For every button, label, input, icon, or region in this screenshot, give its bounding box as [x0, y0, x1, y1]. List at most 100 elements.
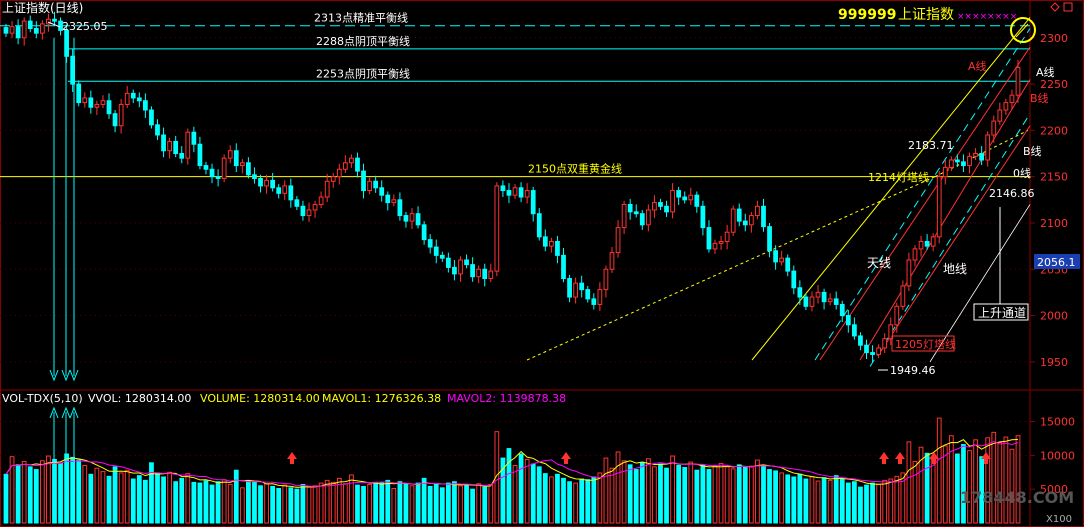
candle [421, 221, 427, 245]
volume-bar [312, 485, 318, 524]
candle [864, 339, 869, 360]
candle-body [270, 179, 276, 189]
volume-arrow-head [49, 406, 59, 419]
candle-body [342, 162, 348, 170]
volume-bar [470, 488, 475, 524]
candle [694, 191, 700, 213]
candle [173, 135, 179, 158]
lamp-line-1214-ext [934, 129, 1029, 178]
volume-bar [494, 431, 500, 524]
candle [991, 115, 997, 143]
volume-bar [452, 481, 457, 524]
candle-body [1015, 66, 1021, 96]
candle-body [579, 282, 585, 291]
candle-body [676, 190, 682, 198]
candle [573, 277, 579, 304]
candle [652, 195, 657, 218]
volume-bar [306, 486, 312, 524]
candle [282, 180, 288, 200]
candle-body [561, 254, 566, 280]
candle-body [361, 170, 366, 192]
volume-bar [524, 458, 530, 524]
volume-bar [427, 485, 433, 524]
candle [276, 184, 282, 199]
volume-bar [803, 478, 809, 524]
level-label: 2313点精准平衡线 [314, 11, 408, 25]
candle-body [906, 259, 912, 287]
channel-box [973, 303, 1029, 321]
candle [167, 137, 172, 159]
candle [252, 167, 257, 184]
candle [342, 155, 348, 173]
lamp-1205-box [891, 335, 955, 352]
candle [682, 191, 688, 204]
drop-arrow-head [49, 369, 59, 382]
candle [500, 180, 506, 198]
candle-body [555, 240, 560, 256]
volume-bar [894, 475, 900, 524]
volume-bar [482, 486, 488, 524]
volume-bar [645, 458, 651, 524]
volume-bar [530, 463, 536, 524]
volume-bar [767, 469, 772, 524]
candle [21, 17, 27, 46]
volume-bar [827, 479, 833, 524]
candle-body [918, 240, 924, 250]
volume-bar [197, 482, 203, 524]
candle-body [852, 324, 857, 337]
candle-body [227, 150, 233, 159]
candle-body [748, 215, 754, 226]
candle-body [252, 174, 257, 180]
volume-bar [979, 456, 985, 524]
candle [258, 174, 263, 193]
mavol1-line [5, 438, 1019, 488]
lamp-1214-label: 1214灯塔线 [868, 170, 929, 184]
candle [1015, 60, 1021, 104]
candle-body [221, 157, 227, 180]
candle-body [282, 185, 288, 194]
candle [506, 183, 512, 204]
di-line [879, 125, 1031, 353]
candle-body [173, 140, 179, 155]
volume-bar [670, 455, 675, 524]
volume-bar [785, 474, 791, 524]
candle-body [985, 134, 991, 161]
volume-bar [676, 465, 682, 524]
candle [270, 172, 276, 192]
volume-bar [445, 482, 451, 524]
candle-body [730, 208, 736, 233]
volume-bar [209, 484, 215, 524]
upper-channel-line [814, 28, 1031, 361]
candle-body [367, 180, 372, 192]
volume-bar [724, 466, 730, 524]
candle-body [197, 143, 203, 167]
candle [324, 173, 330, 203]
candle-body [724, 231, 730, 242]
candle-body [973, 153, 978, 157]
volume-bar [858, 486, 863, 524]
volume-bar [27, 466, 33, 524]
candle [870, 345, 875, 363]
candle [336, 163, 342, 185]
candle [967, 152, 972, 174]
volume-bar [124, 469, 130, 524]
candle-body [827, 298, 833, 303]
volume-bar [845, 482, 851, 524]
volume-bar [33, 469, 39, 524]
candle [306, 202, 312, 223]
candle-body [209, 168, 215, 178]
candle [755, 200, 760, 220]
volume-bar [870, 482, 875, 524]
volume-value: VOLUME: 1280314.00 [200, 392, 320, 405]
candle-body [15, 26, 21, 39]
candle-body [767, 226, 772, 252]
candle-body [21, 20, 27, 39]
mavol2-line [5, 441, 1019, 487]
current-price-label: 2056.1 [1037, 256, 1076, 269]
candle [482, 263, 488, 287]
volume-bar [512, 465, 518, 524]
candle-body [591, 298, 597, 305]
candle-body [633, 211, 639, 215]
volume-bar [573, 482, 579, 524]
